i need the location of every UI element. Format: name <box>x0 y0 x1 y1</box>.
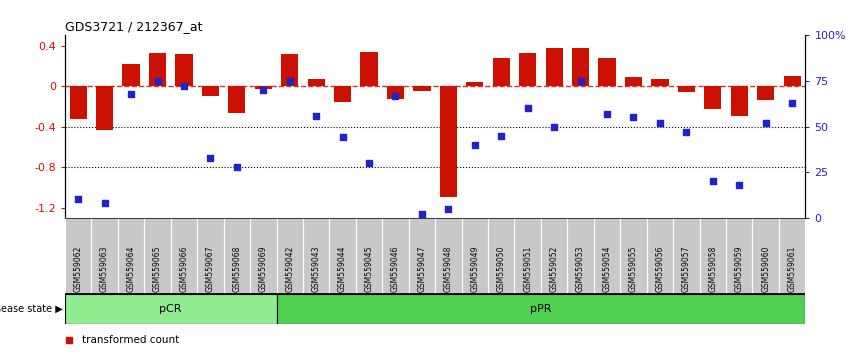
Point <box>204 155 217 160</box>
Point <box>627 115 641 120</box>
Text: GSM559049: GSM559049 <box>470 245 479 292</box>
Bar <box>625 77 642 86</box>
Bar <box>276 294 805 324</box>
Point <box>389 93 403 98</box>
Text: GSM559057: GSM559057 <box>682 245 691 292</box>
Text: GSM559054: GSM559054 <box>603 245 611 292</box>
Point <box>785 100 799 106</box>
Text: GSM559061: GSM559061 <box>788 245 797 292</box>
Bar <box>704 86 721 109</box>
Text: GSM559045: GSM559045 <box>365 245 373 292</box>
Text: GSM559044: GSM559044 <box>338 245 347 292</box>
Bar <box>334 86 352 102</box>
Text: pCR: pCR <box>159 304 182 314</box>
Point <box>573 78 587 84</box>
Text: GSM559048: GSM559048 <box>444 245 453 292</box>
Text: GSM559067: GSM559067 <box>206 245 215 292</box>
Text: GSM559051: GSM559051 <box>523 245 533 292</box>
Text: GSM559065: GSM559065 <box>153 245 162 292</box>
Bar <box>546 47 563 86</box>
Point <box>442 206 456 211</box>
Text: GSM559055: GSM559055 <box>629 245 638 292</box>
Text: GSM559068: GSM559068 <box>232 245 242 292</box>
Bar <box>519 53 536 86</box>
Bar <box>440 86 457 198</box>
Bar <box>413 86 430 91</box>
Text: GDS3721 / 212367_at: GDS3721 / 212367_at <box>65 20 203 33</box>
Point <box>71 196 85 202</box>
Bar <box>69 86 87 119</box>
Point <box>520 105 534 111</box>
Bar <box>229 86 245 113</box>
Text: GSM559062: GSM559062 <box>74 245 82 292</box>
Text: GSM559063: GSM559063 <box>100 245 109 292</box>
Point <box>706 178 720 184</box>
Bar <box>281 53 298 86</box>
Text: GSM559046: GSM559046 <box>391 245 400 292</box>
Point <box>733 182 746 188</box>
Point <box>759 120 772 126</box>
Text: GSM559069: GSM559069 <box>259 245 268 292</box>
Text: GSM559064: GSM559064 <box>126 245 136 292</box>
Bar <box>651 79 669 86</box>
Bar <box>387 86 404 99</box>
Text: transformed count: transformed count <box>82 335 179 345</box>
Text: GSM559052: GSM559052 <box>550 245 559 292</box>
Text: GSM559047: GSM559047 <box>417 245 426 292</box>
Point <box>415 211 429 217</box>
Point <box>468 142 481 148</box>
Point <box>362 160 376 166</box>
Text: GSM559066: GSM559066 <box>179 245 189 292</box>
Bar <box>572 47 589 86</box>
Bar <box>175 53 192 86</box>
Point <box>124 91 138 97</box>
Text: disease state ▶: disease state ▶ <box>0 304 63 314</box>
Text: GSM559058: GSM559058 <box>708 245 717 292</box>
Text: GSM559059: GSM559059 <box>734 245 744 292</box>
Bar <box>202 86 219 96</box>
Text: GSM559056: GSM559056 <box>656 245 664 292</box>
Bar <box>65 294 276 324</box>
Bar <box>731 86 748 116</box>
Bar <box>255 86 272 89</box>
Point <box>680 129 694 135</box>
Text: GSM559060: GSM559060 <box>761 245 770 292</box>
Point <box>229 164 243 170</box>
Text: GSM559042: GSM559042 <box>285 245 294 292</box>
Point <box>600 111 614 116</box>
Bar <box>96 86 113 130</box>
Bar <box>598 58 616 86</box>
Bar <box>122 64 139 86</box>
Bar <box>784 76 801 86</box>
Text: GSM559053: GSM559053 <box>576 245 585 292</box>
Bar <box>307 79 325 86</box>
Bar <box>493 58 510 86</box>
Text: GSM559043: GSM559043 <box>312 245 320 292</box>
Bar <box>466 82 483 86</box>
Bar <box>360 52 378 86</box>
Text: pPR: pPR <box>530 304 552 314</box>
Point <box>547 124 561 129</box>
Point <box>653 120 667 126</box>
Point <box>151 78 165 84</box>
Bar <box>757 86 774 100</box>
Point <box>494 133 508 138</box>
Bar <box>678 86 695 92</box>
Point <box>256 87 270 93</box>
Text: GSM559050: GSM559050 <box>497 245 506 292</box>
Point <box>283 78 297 84</box>
Point <box>177 84 191 89</box>
Point <box>309 113 323 119</box>
Point <box>336 135 350 140</box>
Point <box>98 200 112 206</box>
Bar <box>149 53 166 86</box>
